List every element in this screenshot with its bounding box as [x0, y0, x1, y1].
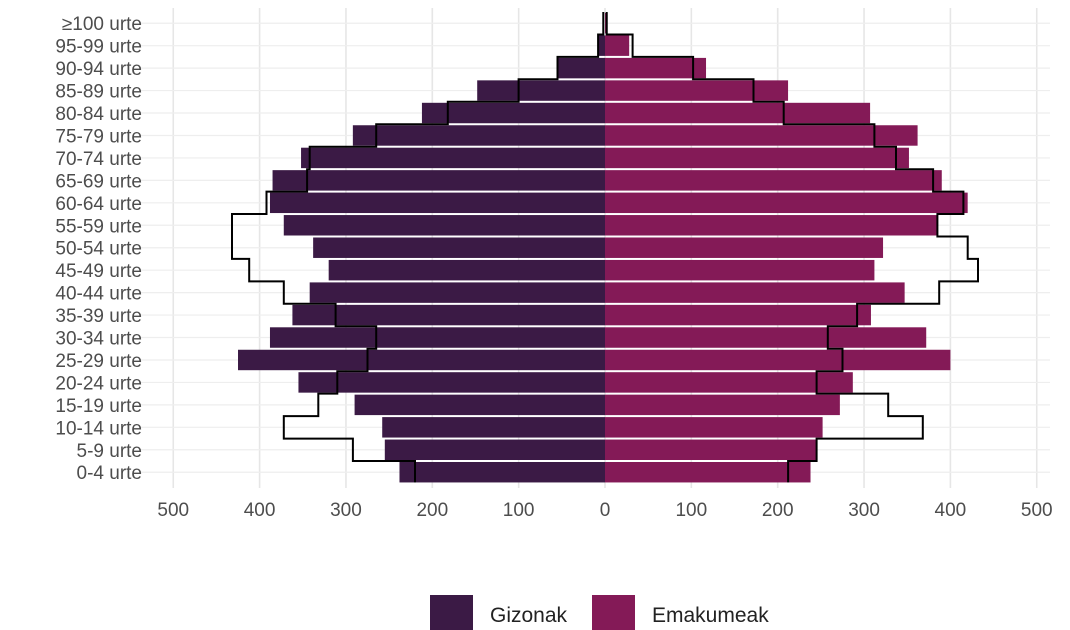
bar-emakumeak: [605, 215, 938, 236]
x-tick-label: 300: [848, 500, 880, 521]
category-label: 35-39 urte: [55, 306, 142, 327]
bar-gizonak: [309, 282, 605, 303]
bar-gizonak: [272, 170, 605, 191]
bar-gizonak: [283, 215, 605, 236]
bar-emakumeak: [605, 372, 853, 393]
category-label: 65-69 urte: [55, 171, 142, 192]
category-label: 70-74 urte: [55, 149, 142, 170]
bar-gizonak: [399, 462, 605, 483]
bar-emakumeak: [605, 125, 918, 146]
outline-right: [605, 12, 979, 483]
bar-gizonak: [598, 35, 605, 56]
x-tick-label: 100: [503, 500, 535, 521]
x-tick-label: 100: [675, 500, 707, 521]
x-tick-label: 300: [330, 500, 362, 521]
male-bars: [238, 35, 605, 483]
x-tick-label: 400: [244, 500, 276, 521]
bar-gizonak: [384, 439, 605, 460]
bar-emakumeak: [605, 237, 884, 258]
category-label: 5-9 urte: [77, 441, 142, 462]
bar-gizonak: [292, 304, 605, 326]
bar-emakumeak: [605, 394, 840, 416]
bar-gizonak: [298, 372, 605, 393]
category-label: 0-4 urte: [77, 463, 142, 484]
category-label: 90-94 urte: [55, 59, 142, 80]
category-label: 55-59 urte: [55, 216, 142, 237]
category-label: 20-24 urte: [55, 373, 142, 394]
bar-gizonak: [421, 102, 605, 124]
legend-label: Emakumeak: [652, 604, 769, 627]
legend: Gizonak Emakumeak: [430, 595, 769, 630]
bar-gizonak: [269, 327, 605, 348]
category-label: 75-79 urte: [55, 126, 142, 147]
category-label: 45-49 urte: [55, 261, 142, 282]
legend-swatch: [430, 595, 473, 630]
x-tick-label: 200: [416, 500, 448, 521]
x-tick-label: 400: [935, 500, 967, 521]
bar-emakumeak: [605, 147, 909, 169]
bar-gizonak: [352, 125, 605, 146]
x-tick-label: 500: [157, 500, 189, 521]
bar-emakumeak: [605, 102, 871, 124]
bar-gizonak: [269, 192, 605, 214]
category-label: 80-84 urte: [55, 104, 142, 125]
x-tick-label: 200: [762, 500, 794, 521]
bar-emakumeak: [605, 57, 707, 79]
bar-emakumeak: [605, 259, 875, 281]
category-label: 30-34 urte: [55, 329, 142, 350]
bar-emakumeak: [605, 80, 789, 101]
bar-emakumeak: [605, 282, 905, 303]
bar-gizonak: [238, 349, 605, 371]
category-label: 95-99 urte: [55, 37, 142, 58]
category-label: 10-14 urte: [55, 418, 142, 439]
bar-gizonak: [477, 80, 605, 101]
bar-gizonak: [328, 259, 605, 281]
bar-emakumeak: [605, 304, 871, 326]
bar-emakumeak: [605, 417, 823, 438]
x-tick-label: 0: [600, 500, 611, 521]
category-label: 60-64 urte: [55, 194, 142, 215]
bar-emakumeak: [605, 349, 951, 371]
bar-gizonak: [557, 57, 605, 79]
category-label: 15-19 urte: [55, 396, 142, 417]
female-bars: [605, 13, 968, 483]
category-label: 50-54 urte: [55, 239, 142, 260]
category-label: 25-29 urte: [55, 351, 142, 372]
legend-label: Gizonak: [490, 604, 568, 627]
outline-left: [231, 12, 605, 483]
bar-emakumeak: [605, 439, 817, 460]
bar-gizonak: [301, 147, 605, 169]
bar-gizonak: [313, 237, 605, 258]
bar-emakumeak: [605, 35, 630, 56]
legend-swatch: [592, 595, 635, 630]
category-label: 85-89 urte: [55, 82, 142, 103]
bar-gizonak: [382, 417, 605, 438]
bar-emakumeak: [605, 192, 968, 214]
bar-emakumeak: [605, 462, 811, 483]
bar-gizonak: [354, 394, 605, 416]
x-tick-label: 500: [1021, 500, 1053, 521]
reference-outline: [231, 12, 979, 483]
x-axis-tick-labels: 500 400 300 200 100 0 100 200 300 400 500: [157, 500, 1052, 521]
bar-emakumeak: [605, 327, 927, 348]
category-label: ≥100 urte: [62, 14, 142, 35]
bar-emakumeak: [605, 170, 942, 191]
category-label: 40-44 urte: [55, 284, 142, 305]
